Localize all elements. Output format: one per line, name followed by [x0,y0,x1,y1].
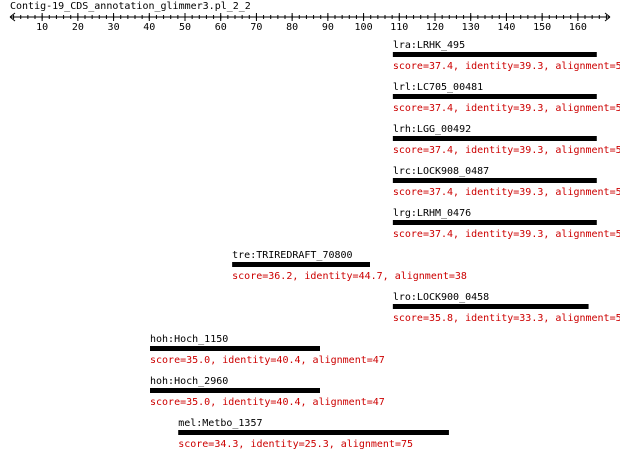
feature-label: lrl:LC705_00481 [393,82,483,93]
feature-bar [392,178,597,183]
x-tick-label: 80 [286,22,298,33]
feature-bar [232,262,370,267]
feature-label: lro:LOCK900_0458 [393,292,489,303]
feature-note: score=35.8, identity=33.3, alignment=5 [393,313,620,324]
x-tick-label: 70 [250,22,262,33]
feature-bar [150,388,320,393]
feature-bar [392,220,597,225]
feature-note: score=37.4, identity=39.3, alignment=5 [393,103,620,114]
feature-label: mel:Metbo_1357 [178,418,262,429]
x-tick-label: 60 [215,22,227,33]
x-tick-label: 20 [72,22,84,33]
x-tick-label: 90 [322,22,334,33]
feature-note: score=37.4, identity=39.3, alignment=5 [393,145,620,156]
feature-bar [392,52,597,57]
x-tick-label: 30 [108,22,120,33]
x-tick-label: 150 [533,22,551,33]
x-tick-label: 10 [36,22,48,33]
feature-note: score=37.4, identity=39.3, alignment=5 [393,229,620,240]
x-tick-label: 40 [143,22,155,33]
x-tick-label: 120 [426,22,444,33]
feature-note: score=37.4, identity=39.3, alignment=5 [393,187,620,198]
feature-note: score=36.2, identity=44.7, alignment=38 [232,271,467,282]
feature-label: hoh:Hoch_1150 [150,334,228,345]
feature-label: lrc:LOCK908_0487 [393,166,489,177]
feature-note: score=35.0, identity=40.4, alignment=47 [150,355,385,366]
axis-arrow [604,12,611,22]
x-tick-label: 140 [497,22,515,33]
feature-label: lra:LRHK_495 [393,40,465,51]
feature-note: score=34.3, identity=25.3, alignment=75 [178,439,413,450]
x-tick-label: 110 [390,22,408,33]
feature-bar [392,304,589,309]
feature-label: lrg:LRHM_0476 [393,208,471,219]
feature-note: score=35.0, identity=40.4, alignment=47 [150,397,385,408]
chart-title: Contig-19_CDS_annotation_glimmer3.pl_2_2 [10,1,251,12]
x-tick-label: 100 [355,22,373,33]
x-tick-label: 160 [569,22,587,33]
x-tick-label: 50 [179,22,191,33]
axis-arrow [9,12,16,22]
feature-note: score=37.4, identity=39.3, alignment=5 [393,61,620,72]
feature-bar [178,430,449,435]
feature-bar [392,136,597,141]
x-tick-label: 130 [462,22,480,33]
feature-label: tre:TRIREDRAFT_70800 [232,250,352,261]
feature-bar [150,346,320,351]
feature-bar [392,94,597,99]
feature-label: lrh:LGG_00492 [393,124,471,135]
feature-label: hoh:Hoch_2960 [150,376,228,387]
